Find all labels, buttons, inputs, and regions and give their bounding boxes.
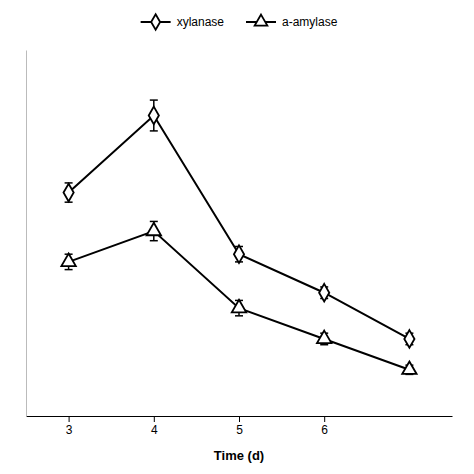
legend-symbol — [255, 15, 268, 26]
x-tick-label: 3 — [66, 423, 73, 437]
legend-symbol — [151, 14, 160, 30]
x-tick-mark — [239, 416, 240, 422]
error-bar-cap — [235, 315, 243, 317]
point — [61, 254, 75, 266]
x-tick: 3 — [66, 416, 73, 437]
x-tick: 5 — [236, 416, 243, 437]
x-tick-label: 5 — [236, 423, 243, 437]
point — [319, 284, 329, 302]
error-bar-cap — [65, 269, 73, 271]
y-axis — [26, 51, 27, 417]
point — [232, 300, 246, 312]
x-tick-mark — [154, 416, 155, 422]
marks — [61, 100, 416, 374]
point — [64, 184, 74, 202]
x-axis-title: Time (d) — [214, 448, 264, 463]
chart: 3 4 5 6 Time (d) xylanase a-amylase — [0, 0, 474, 474]
series — [64, 100, 415, 348]
x-axis: 3 4 5 6 — [27, 416, 453, 437]
error-bar-cap — [320, 344, 328, 346]
error-bar-cap — [150, 130, 158, 132]
series-line — [69, 115, 410, 338]
point — [404, 330, 414, 348]
plot-area: 3 4 5 6 — [27, 51, 453, 437]
y-axis-line — [26, 51, 27, 417]
legend: xylanase a-amylase — [141, 14, 338, 30]
error-bar-cap — [150, 240, 158, 242]
x-tick: 4 — [151, 416, 158, 437]
point — [147, 223, 161, 235]
x-tick-label: 6 — [321, 423, 328, 437]
legend-label: a-amylase — [282, 15, 338, 29]
series-line — [69, 231, 410, 370]
point — [317, 331, 331, 343]
error-bar-cap — [150, 99, 158, 101]
point — [402, 361, 416, 373]
x-tick: 6 — [321, 416, 328, 437]
point — [149, 107, 159, 125]
point — [234, 245, 244, 263]
x-tick-mark — [69, 416, 70, 422]
x-tick-mark — [324, 416, 325, 422]
x-tick-label: 4 — [151, 423, 158, 437]
series — [61, 221, 416, 374]
legend-label: xylanase — [177, 15, 225, 29]
legend-item: xylanase — [141, 14, 225, 30]
legend-item: a-amylase — [246, 15, 338, 30]
